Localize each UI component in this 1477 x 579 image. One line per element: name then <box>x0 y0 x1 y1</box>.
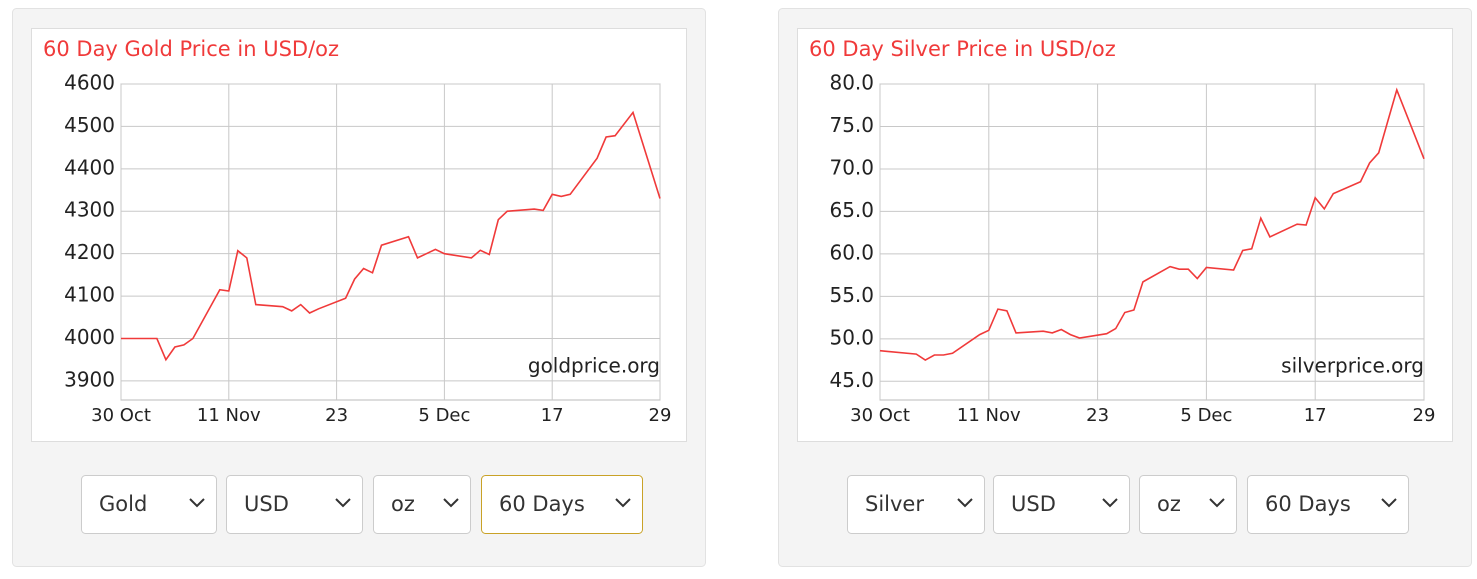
dropdown[interactable] <box>226 475 363 534</box>
y-tick-label: 3900 <box>64 367 115 391</box>
dropdown-label[interactable]: oz <box>1157 492 1181 516</box>
dropdown[interactable] <box>81 475 217 534</box>
y-tick-label: 4600 <box>64 71 115 95</box>
dropdown[interactable] <box>481 475 643 534</box>
x-tick-label: 11 Nov <box>197 405 261 426</box>
watermark: goldprice.org <box>528 354 660 378</box>
y-tick-label: 4300 <box>64 198 115 222</box>
x-tick-label: 17 <box>1304 405 1327 426</box>
dropdown-label[interactable]: Gold <box>99 492 147 516</box>
y-tick-label: 4400 <box>64 155 115 179</box>
x-tick-label: 11 Nov <box>957 405 1021 426</box>
y-tick-label: 80.0 <box>829 71 874 95</box>
chart-title: 60 Day Silver Price in USD/oz <box>809 37 1116 61</box>
y-tick-label: 4100 <box>64 283 115 307</box>
dropdown-chevron <box>1102 498 1118 508</box>
dropdown-label[interactable]: 60 Days <box>1265 492 1351 516</box>
dropdown-chevron <box>957 498 973 508</box>
x-tick-label: 23 <box>1086 405 1109 426</box>
dropdown-label[interactable]: USD <box>244 492 289 516</box>
y-tick-label: 50.0 <box>829 325 874 349</box>
x-tick-label: 17 <box>541 405 564 426</box>
y-tick-label: 65.0 <box>829 198 874 222</box>
dropdown-chevron <box>189 498 205 508</box>
chart-box <box>31 28 687 442</box>
dropdown[interactable] <box>1139 475 1237 534</box>
x-tick-label: 29 <box>1413 405 1436 426</box>
x-tick-label: 23 <box>325 405 348 426</box>
dropdown-label[interactable]: Silver <box>865 492 924 516</box>
y-tick-label: 4000 <box>64 325 115 349</box>
y-tick-label: 75.0 <box>829 113 874 137</box>
dropdown-chevron <box>1381 498 1397 508</box>
dropdown[interactable] <box>1247 475 1409 534</box>
y-tick-label: 4500 <box>64 113 115 137</box>
y-tick-label: 45.0 <box>829 368 874 392</box>
dropdown[interactable] <box>993 475 1130 534</box>
dropdown-label[interactable]: 60 Days <box>499 492 585 516</box>
x-tick-label: 30 Oct <box>850 405 910 426</box>
y-tick-label: 60.0 <box>829 240 874 264</box>
y-tick-label: 4200 <box>64 240 115 264</box>
x-tick-label: 30 Oct <box>91 405 151 426</box>
dropdown[interactable] <box>847 475 985 534</box>
dropdown-label[interactable]: oz <box>391 492 415 516</box>
x-tick-label: 5 Dec <box>418 405 470 426</box>
x-tick-label: 29 <box>649 405 672 426</box>
dropdown-chevron <box>443 498 459 508</box>
x-tick-label: 5 Dec <box>1180 405 1232 426</box>
dropdown-chevron <box>1209 498 1225 508</box>
dropdown-label[interactable]: USD <box>1011 492 1056 516</box>
y-tick-label: 70.0 <box>829 155 874 179</box>
dropdown-chevron <box>615 498 631 508</box>
dropdown[interactable] <box>373 475 471 534</box>
price-line <box>121 110 661 362</box>
chart-title: 60 Day Gold Price in USD/oz <box>43 37 339 61</box>
y-tick-label: 55.0 <box>829 283 874 307</box>
dropdown-chevron <box>335 498 351 508</box>
chart-box <box>797 28 1453 442</box>
watermark: silverprice.org <box>1281 354 1424 378</box>
price-line <box>879 87 1425 362</box>
